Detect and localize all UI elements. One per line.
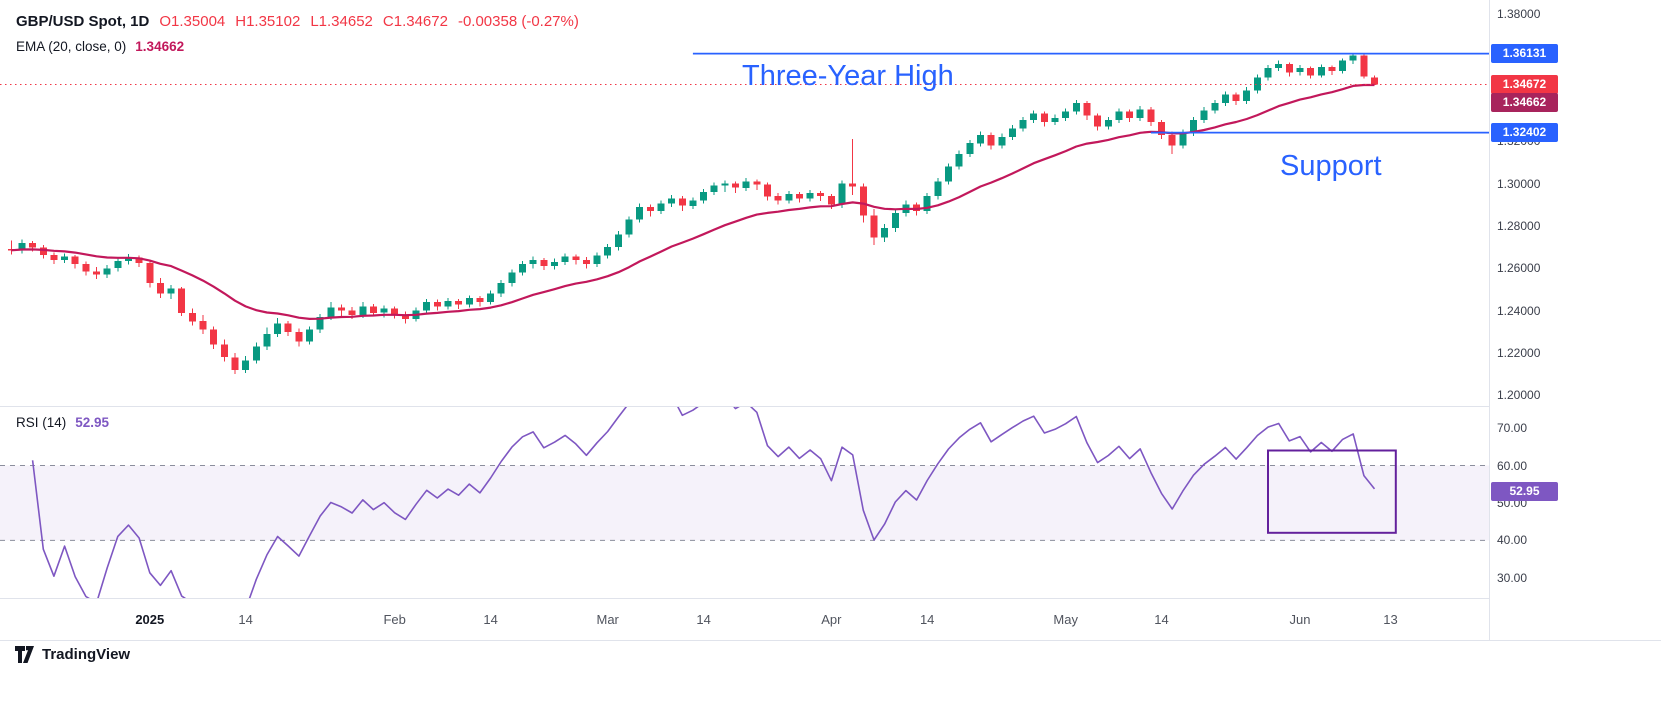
price-axis-tick: 1.20000 — [1497, 388, 1541, 403]
ohlc-open: O1.35004 — [159, 13, 226, 30]
time-axis-label: 13 — [1383, 612, 1398, 627]
price-axis-tick: 1.38000 — [1497, 6, 1541, 21]
rsi-chart[interactable] — [0, 406, 1489, 598]
ohlc-close: C1.34672 — [382, 13, 448, 30]
time-axis-label: 14 — [696, 612, 711, 627]
ema-value: 1.34662 — [135, 39, 185, 54]
annotation-support[interactable]: Support — [1280, 150, 1382, 182]
price-axis-tick: 1.26000 — [1497, 261, 1541, 276]
ohlc-high: H1.35102 — [235, 13, 301, 30]
rsi-axis-tick: 60.00 — [1497, 458, 1528, 473]
tradingview-label: TradingView — [42, 646, 131, 663]
symbol-title: GBP/USD Spot, 1D — [16, 13, 150, 30]
rsi-axis-tick: 70.00 — [1497, 421, 1528, 436]
price-scale-border — [1489, 0, 1490, 640]
pane-separator[interactable] — [0, 406, 1489, 407]
price-axis-tick: 1.28000 — [1497, 218, 1541, 233]
price-axis-tick: 1.30000 — [1497, 176, 1541, 191]
rsi-legend[interactable]: RSI (14) 52.95 — [16, 415, 109, 430]
ema-label: EMA (20, close, 0) — [16, 39, 127, 54]
price-badge: 1.34672 — [1491, 75, 1558, 94]
rsi-label: RSI (14) — [16, 415, 67, 430]
time-axis-label: Feb — [383, 612, 406, 627]
price-badge: 1.36131 — [1491, 44, 1558, 64]
time-axis-label: 14 — [483, 612, 498, 627]
candles-group — [7, 53, 1378, 375]
time-axis-label: Mar — [596, 612, 619, 627]
price-axis-tick: 1.22000 — [1497, 346, 1541, 361]
price-scale[interactable]: 1.380001.320001.300001.280001.260001.240… — [1489, 0, 1661, 598]
tradingview-logo[interactable]: TradingView — [14, 645, 130, 664]
chart-bottom-border — [0, 640, 1661, 641]
annotation-three-year-high[interactable]: Three-Year High — [742, 60, 954, 92]
rsi-axis-tick: 30.00 — [1497, 570, 1528, 585]
rsi-badge: 52.95 — [1491, 482, 1558, 502]
time-axis-label: May — [1053, 612, 1078, 627]
time-axis-label: 14 — [238, 612, 253, 627]
tradingview-icon — [15, 646, 34, 663]
rsi-band — [0, 465, 1489, 541]
symbol-legend[interactable]: GBP/USD Spot, 1D O1.35004 H1.35102 L1.34… — [16, 13, 579, 30]
axis-separator — [0, 598, 1489, 599]
rsi-highlight-box[interactable] — [1267, 449, 1397, 534]
time-axis-label: 14 — [919, 612, 935, 627]
time-axis-label: 14 — [1154, 612, 1169, 627]
price-badge: 1.34662 — [1491, 93, 1558, 112]
price-axis-tick: 1.24000 — [1497, 303, 1541, 318]
time-axis-label: 2025 — [135, 612, 165, 627]
time-scale[interactable]: 2025 14 Feb 14 Mar 14 Apr 14 May 14 Jun 13 — [0, 598, 1489, 640]
time-axis-label: Apr — [821, 612, 842, 627]
ema-legend[interactable]: EMA (20, close, 0) 1.34662 — [16, 39, 184, 54]
rsi-axis-tick: 40.00 — [1497, 533, 1528, 548]
change-value: -0.00358 (-0.27%) — [457, 13, 579, 30]
rsi-value: 52.95 — [75, 415, 110, 430]
price-chart[interactable] — [0, 0, 1489, 406]
rsi-line — [31, 406, 1376, 598]
ohlc-low: L1.34652 — [310, 13, 373, 30]
price-badge: 1.32402 — [1491, 123, 1558, 143]
time-axis-label: Jun — [1289, 612, 1311, 627]
ema-line — [11, 83, 1375, 320]
